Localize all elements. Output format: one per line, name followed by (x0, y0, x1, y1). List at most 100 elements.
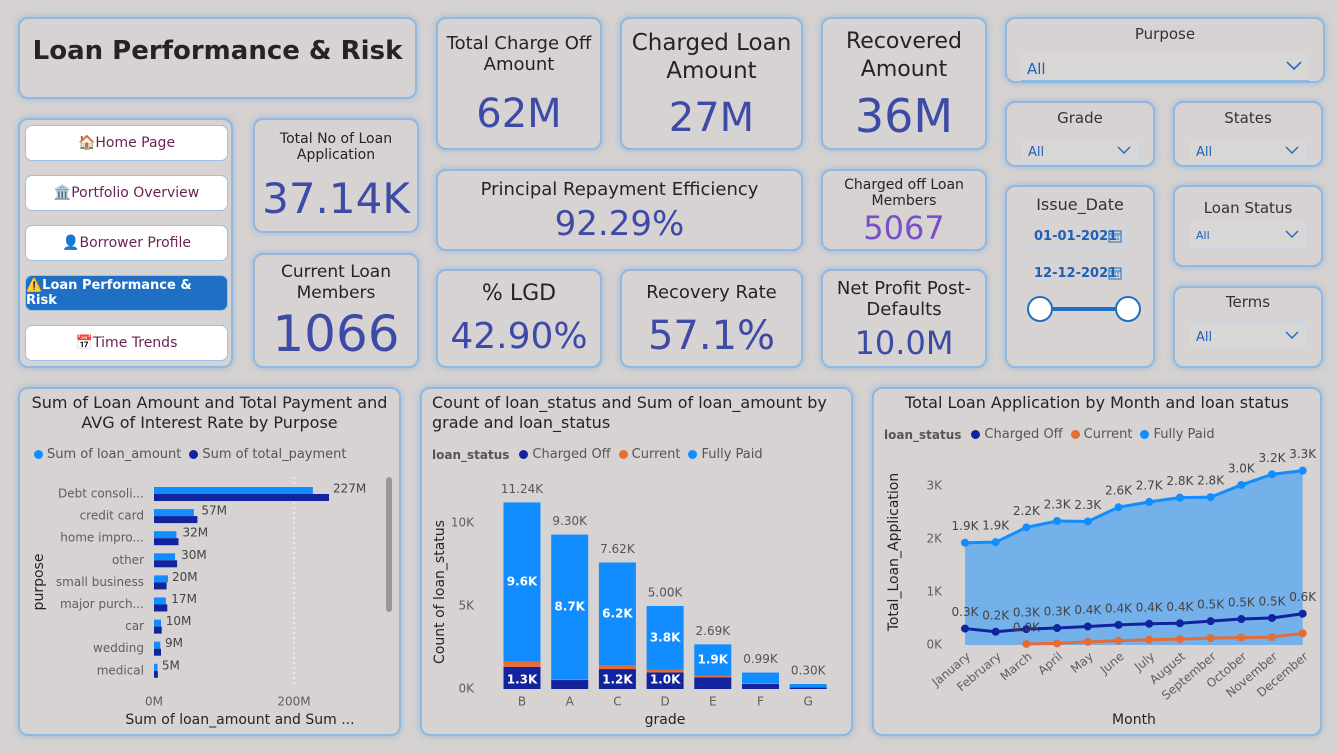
slicer-title: Grade (1057, 109, 1103, 127)
legend-label: Charged Off (532, 447, 611, 462)
slicer: Terms All (1173, 286, 1323, 368)
bar-segment (742, 683, 779, 685)
y-tick-label: small business (56, 575, 144, 589)
kpi-label: Total Charge Off Amount (446, 32, 592, 75)
point (1298, 629, 1307, 638)
point (1145, 635, 1154, 644)
kpi-card: Recovered Amount 36M (821, 17, 987, 150)
x-tick-label: March (998, 649, 1035, 683)
bar-segment (789, 687, 827, 689)
chart-card: 0M 200M Debt consoli... 227M credit card 57M h… (18, 387, 401, 736)
data-label: 20M (172, 570, 198, 584)
bar-segment (551, 534, 589, 680)
nav-button[interactable]: 👤Borrower Profile (25, 225, 228, 261)
kpi-card: Total No of Loan Application 37.14K (253, 118, 419, 233)
date-input[interactable]: 12-12-2021 (1023, 260, 1127, 286)
legend-label: Fully Paid (701, 447, 763, 462)
legend-swatch (618, 450, 628, 459)
data-label: 8.7K (554, 599, 585, 613)
nav-button[interactable]: 📅Time Trends (25, 325, 228, 361)
bar (154, 553, 175, 561)
legend-swatch (971, 430, 981, 439)
kpi-value: 27M (668, 94, 755, 141)
x-tick-label: D (660, 695, 669, 709)
kpi-card: Principal Repayment Efficiency 92.29% (436, 169, 803, 251)
slider-handle[interactable] (1027, 296, 1053, 322)
data-label: 10M (166, 614, 192, 628)
slider-handle[interactable] (1115, 296, 1141, 322)
data-label: 30M (181, 548, 207, 562)
total-label: 9.30K (552, 514, 588, 528)
date-input[interactable]: 01-01-2021 (1023, 223, 1127, 249)
bar-segment (646, 669, 684, 673)
data-label: 32M (183, 526, 209, 540)
chart-card: 0K 1K 2K 3K January February March April May June… (872, 387, 1322, 736)
data-label: 9.6K (507, 575, 538, 589)
bar-segment (503, 666, 541, 689)
legend-label: Sum of loan_amount (47, 447, 182, 462)
bar (154, 487, 313, 494)
x-tick-label: B (518, 695, 526, 709)
dropdown[interactable]: All (1189, 322, 1307, 350)
data-label: 0.4K (1136, 600, 1164, 614)
slicer: Grade All (1005, 101, 1155, 167)
dropdown[interactable]: All (1021, 53, 1309, 81)
data-label: 1.2K (602, 673, 633, 687)
x-tick-label: E (709, 695, 717, 709)
point (1053, 516, 1062, 525)
kpi-label: Total No of Loan Application (279, 131, 393, 164)
nav-button[interactable]: 🏛️Portfolio Overview (25, 175, 228, 211)
kpi-label: Principal Repayment Efficiency (480, 178, 759, 200)
nav-button[interactable]: ⚠️Loan Performance & Risk (25, 275, 228, 311)
bar-segment (742, 684, 779, 689)
point (1083, 637, 1092, 646)
data-label: 2.2K (1013, 504, 1041, 518)
slicer-title: Loan Status (1203, 199, 1293, 217)
y-tick-label: credit card (80, 509, 144, 523)
line (964, 469, 1303, 545)
calendar-icon (1108, 230, 1122, 243)
x-axis-title: Sum of loan_amount and Sum ... (125, 712, 354, 728)
point (961, 624, 969, 633)
legend-label: Current (1083, 427, 1133, 442)
point (1114, 636, 1123, 645)
point (991, 538, 1000, 547)
kpi-value: 36M (854, 89, 954, 144)
slicer-title: Issue_Date (1036, 195, 1124, 214)
line (1026, 631, 1303, 646)
y-tick-label: other (112, 553, 144, 567)
y-tick-label: medical (97, 663, 144, 677)
nav-button[interactable]: 🏠Home Page (25, 125, 228, 161)
kpi-label: Current Loan Members (280, 261, 392, 303)
total-label: 2.69K (696, 624, 732, 638)
bar (154, 582, 167, 590)
dropdown[interactable]: All (1021, 137, 1139, 165)
x-axis-title: grade (645, 712, 686, 728)
area (965, 470, 1303, 645)
slicer: Issue_Date 01-01-2021 12-12-2021 (1005, 185, 1155, 368)
bar (154, 494, 329, 501)
y-tick-label: major purch... (60, 597, 144, 611)
slicer-title: States (1224, 109, 1272, 127)
y-axis-title: Total_Loan_Application (886, 473, 902, 633)
point (1053, 639, 1062, 648)
kpi-value: 10.0M (854, 323, 954, 362)
chart-svg: 0K 5K 10K B 1.3K 9.6K 11.24K A 8.7K 9.30K C 1.2K 6.2… (432, 482, 827, 728)
chevron (1285, 230, 1299, 239)
kpi-value: 1066 (272, 305, 400, 364)
dropdown[interactable]: All (1189, 137, 1307, 165)
chevron (1286, 61, 1302, 71)
kpi-label: Net Profit Post-Defaults (836, 278, 972, 321)
data-label: 0.3K (1044, 605, 1072, 619)
kpi-card: Net Profit Post-Defaults 10.0M (821, 269, 987, 368)
data-label: 0.5K (1197, 598, 1225, 612)
data-label: 3.2K (1259, 451, 1287, 465)
dropdown-value: All (1196, 145, 1213, 160)
point (1022, 523, 1031, 532)
bar-segment (694, 675, 732, 678)
bar (154, 531, 177, 539)
bar-segment (551, 679, 589, 681)
dropdown[interactable]: All (1189, 221, 1307, 249)
